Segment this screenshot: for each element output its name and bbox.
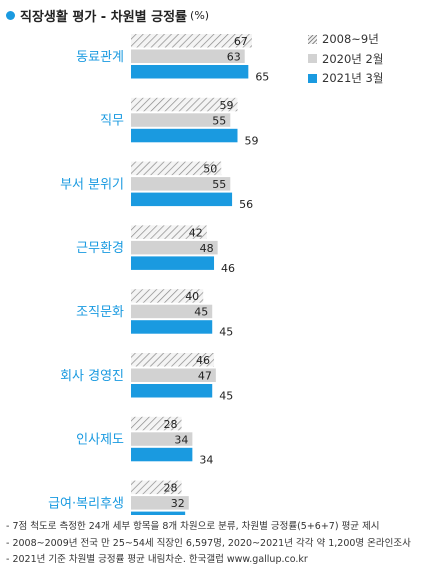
bar-2008: [131, 225, 207, 239]
bar-2008: [131, 289, 204, 303]
bar-2008: [131, 34, 252, 48]
bar-2021-03: [131, 320, 213, 334]
chart-title-unit: (%): [190, 8, 210, 22]
bar-2020-02: [131, 368, 216, 382]
value-label: 42: [189, 226, 203, 239]
value-label: 55: [212, 178, 226, 191]
category-label: 인사제도: [76, 433, 124, 448]
title-bullet-icon: [6, 10, 15, 20]
bar-2020-02: [131, 240, 218, 255]
value-label: 67: [234, 35, 248, 48]
footnote: - 7점 척도로 측정한 24개 세부 항목을 8개 차원으로 분류, 차원별 …: [6, 521, 380, 532]
value-label: 59: [219, 99, 233, 112]
legend: 2008~9년 2020년 2월 2021년 3월: [308, 30, 383, 89]
value-label: 65: [255, 71, 269, 84]
legend-swatch-hatched: [308, 34, 317, 44]
legend-label: 2020년 2월: [322, 51, 384, 66]
chart-title-text: 직장생활 평가 - 차원별 긍정률: [20, 9, 188, 25]
legend-item-2008: 2008~9년: [308, 30, 383, 48]
category-label: 동료관계: [76, 50, 124, 65]
value-label: 45: [194, 306, 208, 319]
legend-swatch-blue: [308, 73, 317, 83]
value-label: 46: [196, 354, 210, 367]
bar-2008: [131, 480, 182, 495]
footnote: - 2008~2009년 전국 만 25~54세 직장인 6,597명, 202…: [6, 537, 411, 549]
bars-group: 동료관계 67 63 65 직무 59 55 59 부서 분위기 50 55 56 근무환경 42 48 46…: [48, 34, 269, 515]
bar-2020-02: [131, 113, 231, 127]
category-label: 근무환경: [76, 241, 124, 256]
legend-label: 2021년 3월: [322, 71, 384, 85]
value-label: 48: [200, 242, 214, 255]
legend-label: 2008~9년: [322, 32, 379, 46]
value-label: 34: [174, 433, 188, 446]
value-label: 45: [219, 390, 233, 403]
value-label: 45: [219, 326, 233, 339]
category-label: 직무: [100, 114, 124, 129]
bar-2008: [131, 353, 215, 367]
value-label: 46: [221, 262, 235, 275]
footnotes: - 7점 척도로 측정한 24개 세부 항목을 8개 차원으로 분류, 차원별 …: [6, 519, 411, 569]
category-label: 회사 경영진: [60, 369, 124, 384]
value-label: 63: [227, 51, 241, 64]
bar-2021-03: [131, 128, 238, 143]
footnote: - 2021년 기준 차원별 긍정률 평균 내림차순. 한국갤럽 www.gal…: [6, 554, 308, 565]
value-label: 40: [185, 290, 199, 303]
bar-2008: [131, 416, 182, 431]
legend-item-2021: 2021년 3월: [308, 69, 383, 87]
category-label: 급여·복리후생: [48, 496, 124, 511]
value-label: 28: [164, 418, 178, 431]
category-label: 부서 분위기: [60, 177, 124, 192]
category-label: 조직문화: [76, 305, 124, 320]
bar-2020-02: [131, 496, 189, 510]
value-label: 47: [198, 370, 212, 383]
value-label: 55: [212, 114, 226, 127]
value-label: 32: [171, 497, 185, 510]
bar-2021-03: [131, 192, 233, 207]
legend-item-2020: 2020년 2월: [308, 50, 383, 68]
bar-2021-03: [131, 511, 186, 515]
bar-2020-02: [131, 49, 245, 63]
bar-2021-03: [131, 65, 249, 79]
value-label: 59: [244, 134, 258, 147]
bar-2008: [131, 161, 222, 176]
bar-2008: [131, 97, 238, 112]
bar-2020-02: [131, 304, 213, 319]
chart-title: 직장생활 평가 - 차원별 긍정률 (%): [6, 6, 210, 25]
legend-swatch-grey: [308, 54, 317, 63]
value-label: 34: [199, 453, 213, 466]
bar-2020-02: [131, 432, 193, 446]
bar-2021-03: [131, 447, 193, 462]
bar-2021-03: [131, 256, 215, 270]
value-label: 28: [164, 482, 178, 495]
value-label: 50: [203, 163, 217, 176]
bar-chart: 동료관계 67 63 65 직무 59 55 59 부서 분위기 50 55 56 근무환경 42 48 46…: [48, 34, 269, 515]
bar-2020-02: [131, 177, 231, 191]
bar-2021-03: [131, 384, 213, 398]
value-label: 56: [239, 198, 253, 211]
